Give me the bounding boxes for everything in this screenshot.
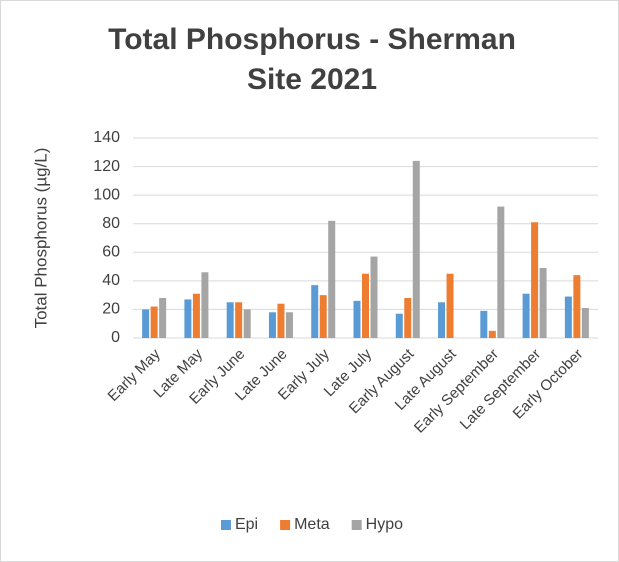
- bar: [285, 312, 293, 338]
- y-tick-label: 140: [93, 129, 120, 146]
- bar: [277, 303, 285, 338]
- bar: [353, 300, 361, 338]
- bar: [564, 296, 572, 338]
- y-tick-label: 100: [93, 186, 120, 203]
- y-tick-label: 80: [102, 215, 120, 232]
- bar: [226, 302, 234, 338]
- legend-label: Hypo: [366, 516, 403, 533]
- bar: [235, 302, 243, 338]
- bar: [581, 308, 589, 338]
- y-tick-label: 20: [102, 301, 120, 318]
- bar: [497, 206, 505, 338]
- bar: [328, 220, 336, 338]
- bar: [522, 293, 530, 338]
- y-tick-label: 60: [102, 244, 120, 261]
- legend-label: Meta: [294, 516, 330, 533]
- legend-swatch: [351, 520, 362, 530]
- bar: [539, 268, 547, 338]
- bar: [480, 310, 488, 338]
- bar: [192, 293, 200, 338]
- legend-swatch: [220, 520, 231, 530]
- y-tick-label: 120: [93, 158, 120, 175]
- bar: [370, 256, 378, 338]
- bar: [404, 298, 412, 338]
- bar: [412, 160, 420, 338]
- bar: [573, 275, 581, 338]
- legend-swatch: [280, 520, 291, 530]
- bar: [268, 312, 276, 338]
- bar: [142, 309, 150, 338]
- chart-title: Total Phosphorus - Sherman Site 2021: [108, 23, 516, 96]
- y-axis-label: Total Phosphorus (µg/L): [31, 148, 50, 329]
- bar: [184, 299, 192, 338]
- bar: [488, 330, 496, 338]
- bar: [150, 306, 158, 338]
- bar: [311, 285, 319, 338]
- y-tick-label: 0: [111, 329, 120, 346]
- bar: [362, 273, 369, 338]
- bar: [446, 273, 454, 338]
- bar: [201, 272, 209, 338]
- bar: [243, 309, 251, 338]
- bar: [319, 295, 327, 338]
- bar: [395, 313, 403, 338]
- x-tick-label: Early May: [105, 345, 165, 405]
- bar: [438, 302, 446, 338]
- bar: [159, 298, 167, 338]
- y-tick-label: 40: [102, 272, 120, 289]
- bar: [531, 222, 539, 338]
- legend-label: Epi: [235, 516, 258, 533]
